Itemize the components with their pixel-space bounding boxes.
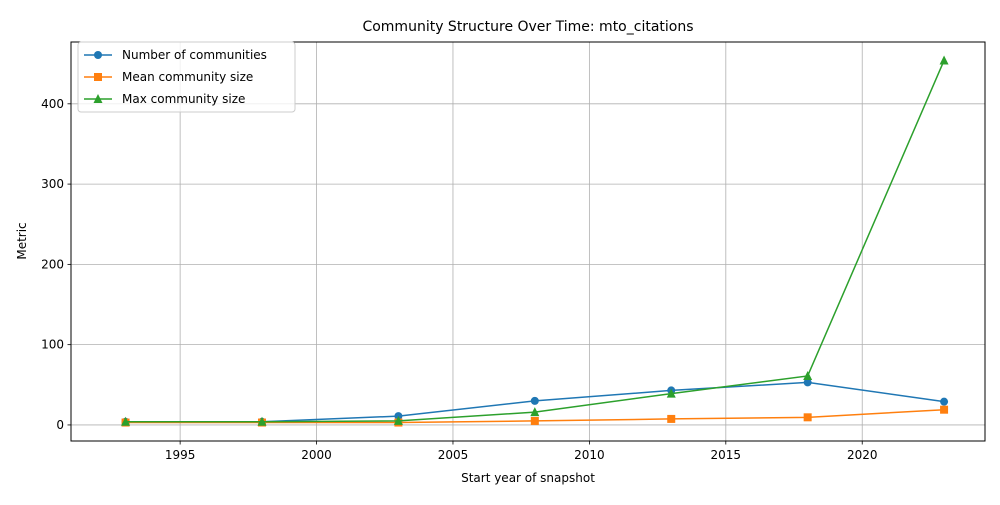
chart-title: Community Structure Over Time: mto_citat…	[362, 19, 693, 35]
y-tick-label: 400	[41, 97, 64, 111]
x-axis: 1995 2000 2005 2010 2015 2020	[165, 441, 878, 462]
series-layer	[121, 55, 949, 427]
x-tick-label: 2020	[847, 448, 878, 462]
y-tick-label: 100	[41, 338, 64, 352]
legend-marker	[94, 51, 102, 59]
y-tick-label: 300	[41, 177, 64, 191]
x-tick-label: 1995	[165, 448, 196, 462]
x-tick-label: 2010	[574, 448, 605, 462]
legend-item: Number of communities	[84, 48, 267, 62]
data-point	[940, 405, 949, 414]
data-point	[257, 416, 267, 426]
series-line	[125, 60, 945, 423]
data-point	[803, 413, 812, 422]
y-tick-label: 0	[56, 418, 64, 432]
legend-item: Mean community size	[84, 70, 253, 84]
y-axis-label: Metric	[15, 222, 29, 259]
legend-item: Max community size	[84, 92, 245, 106]
legend-marker	[94, 73, 102, 81]
data-point	[803, 370, 813, 380]
legend-label: Number of communities	[122, 48, 267, 62]
x-tick-label: 2005	[438, 448, 469, 462]
plot-frame	[70, 41, 986, 442]
data-point	[530, 407, 540, 417]
data-point	[530, 416, 539, 425]
x-tick-label: 2000	[301, 448, 332, 462]
y-tick-label: 200	[41, 257, 64, 271]
data-point	[803, 378, 812, 387]
data-point	[667, 414, 676, 423]
legend: Number of communities Mean community size…	[77, 41, 296, 113]
data-point	[940, 397, 949, 406]
y-axis: 0 100 200 300 400	[41, 97, 71, 432]
legend-marker	[93, 94, 103, 103]
data-point	[121, 416, 131, 426]
x-axis-label: Start year of snapshot	[461, 471, 595, 485]
legend-label: Mean community size	[122, 70, 253, 84]
series-3	[121, 55, 949, 426]
data-point	[393, 415, 403, 425]
data-point	[530, 396, 539, 405]
data-point	[666, 388, 676, 398]
x-tick-label: 2015	[711, 448, 742, 462]
data-point	[939, 55, 949, 65]
legend-box	[77, 41, 296, 113]
legend-label: Max community size	[122, 92, 245, 106]
